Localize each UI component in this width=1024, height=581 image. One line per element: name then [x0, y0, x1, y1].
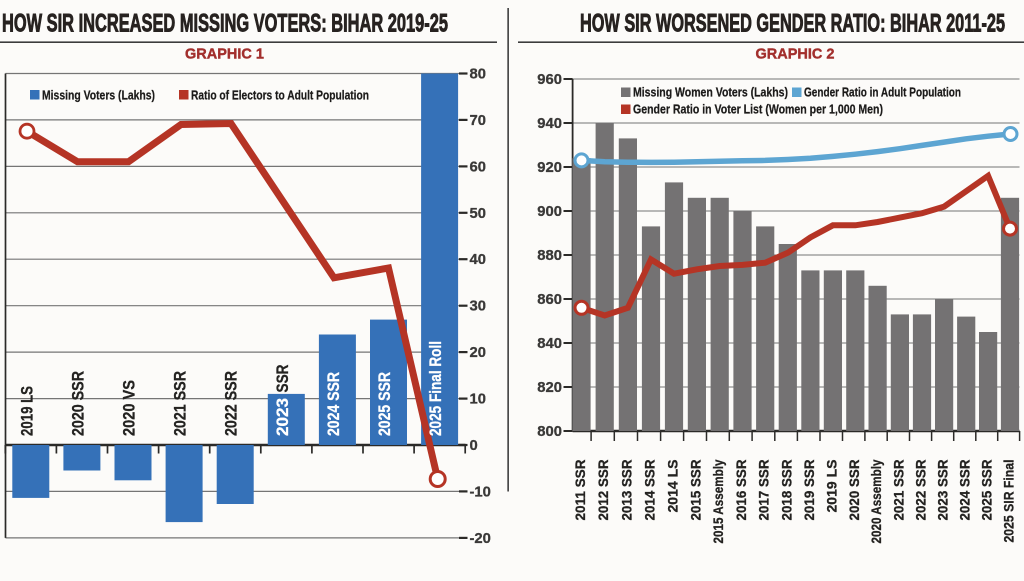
- svg-text:60: 60: [470, 159, 486, 175]
- svg-text:GRAPHIC 2: GRAPHIC 2: [756, 47, 835, 63]
- svg-text:2024 SSR: 2024 SSR: [325, 372, 343, 436]
- svg-text:2025 Final Roll: 2025 Final Roll: [427, 341, 445, 436]
- svg-text:70: 70: [470, 113, 486, 129]
- svg-text:2015 SSR: 2015 SSR: [687, 460, 703, 521]
- svg-text:2023: 2023: [274, 398, 292, 436]
- svg-text:940: 940: [537, 116, 562, 132]
- svg-text:Gender Ratio in Adult Populati: Gender Ratio in Adult Population: [804, 85, 961, 100]
- svg-text:40: 40: [470, 252, 486, 268]
- svg-text:2024 SSR: 2024 SSR: [957, 459, 973, 520]
- svg-text:800: 800: [537, 424, 562, 440]
- svg-text:2025 SSR: 2025 SSR: [376, 372, 394, 436]
- svg-text:2019 LS: 2019 LS: [18, 386, 36, 436]
- svg-text:2013 SSR: 2013 SSR: [618, 460, 634, 521]
- svg-text:SSR: SSR: [274, 364, 292, 392]
- svg-text:80: 80: [470, 67, 486, 83]
- svg-text:2023 SSR: 2023 SSR: [935, 460, 951, 521]
- svg-text:2018 SSR: 2018 SSR: [778, 460, 794, 521]
- svg-text:2021 SSR: 2021 SSR: [890, 460, 906, 521]
- svg-text:840: 840: [537, 336, 562, 352]
- svg-text:2020 SSR: 2020 SSR: [69, 371, 87, 436]
- svg-text:2014 SSR: 2014 SSR: [642, 460, 658, 521]
- svg-text:HOW SIR WORSENED GENDER RATIO:: HOW SIR WORSENED GENDER RATIO: BIHAR 201…: [580, 10, 1005, 38]
- svg-text:2020 Assembly: 2020 Assembly: [868, 459, 884, 543]
- svg-text:Missing Women Voters (Lakhs): Missing Women Voters (Lakhs): [633, 85, 788, 100]
- svg-text:2015 Assembly: 2015 Assembly: [710, 459, 726, 543]
- svg-text:920: 920: [537, 160, 562, 176]
- svg-text:2021 SSR: 2021 SSR: [172, 371, 190, 436]
- svg-text:GRAPHIC 1: GRAPHIC 1: [185, 47, 264, 63]
- svg-text:50: 50: [470, 206, 486, 222]
- svg-text:30: 30: [470, 299, 486, 315]
- svg-text:Ratio of Electors to Adult Pop: Ratio of Electors to Adult Population: [191, 88, 369, 103]
- svg-text:-10: -10: [470, 484, 491, 500]
- svg-text:Missing Voters (Lakhs): Missing Voters (Lakhs): [42, 88, 155, 103]
- svg-text:820: 820: [537, 380, 562, 396]
- svg-text:10: 10: [470, 392, 486, 408]
- svg-text:2025 SIR Final: 2025 SIR Final: [1001, 460, 1017, 543]
- svg-text:2011 SSR: 2011 SSR: [572, 460, 588, 521]
- svg-text:2019 LS: 2019 LS: [823, 460, 839, 513]
- svg-text:2020 SSR: 2020 SSR: [846, 460, 862, 521]
- svg-text:-20: -20: [470, 531, 491, 547]
- svg-text:20: 20: [470, 345, 486, 361]
- svg-text:HOW SIR INCREASED MISSING VOTE: HOW SIR INCREASED MISSING VOTERS: BIHAR …: [2, 10, 448, 38]
- svg-text:880: 880: [537, 248, 562, 264]
- svg-text:2017 SSR: 2017 SSR: [756, 460, 772, 521]
- svg-text:960: 960: [537, 72, 562, 88]
- svg-text:2025 SSR: 2025 SSR: [979, 460, 995, 521]
- svg-text:0: 0: [470, 438, 478, 454]
- svg-text:2022 SSR: 2022 SSR: [913, 460, 929, 521]
- svg-text:2022 SSR: 2022 SSR: [223, 371, 241, 436]
- svg-text:2020 VS: 2020 VS: [121, 380, 139, 436]
- svg-text:2019 SSR: 2019 SSR: [801, 460, 817, 521]
- svg-text:2016 SSR: 2016 SSR: [733, 460, 749, 521]
- svg-text:Gender Ratio in Voter List (Wo: Gender Ratio in Voter List (Women per 1,…: [633, 102, 883, 117]
- svg-text:2012 SSR: 2012 SSR: [595, 460, 611, 521]
- svg-text:860: 860: [537, 292, 562, 308]
- svg-text:900: 900: [537, 204, 562, 220]
- svg-text:2014 LS: 2014 LS: [665, 460, 681, 513]
